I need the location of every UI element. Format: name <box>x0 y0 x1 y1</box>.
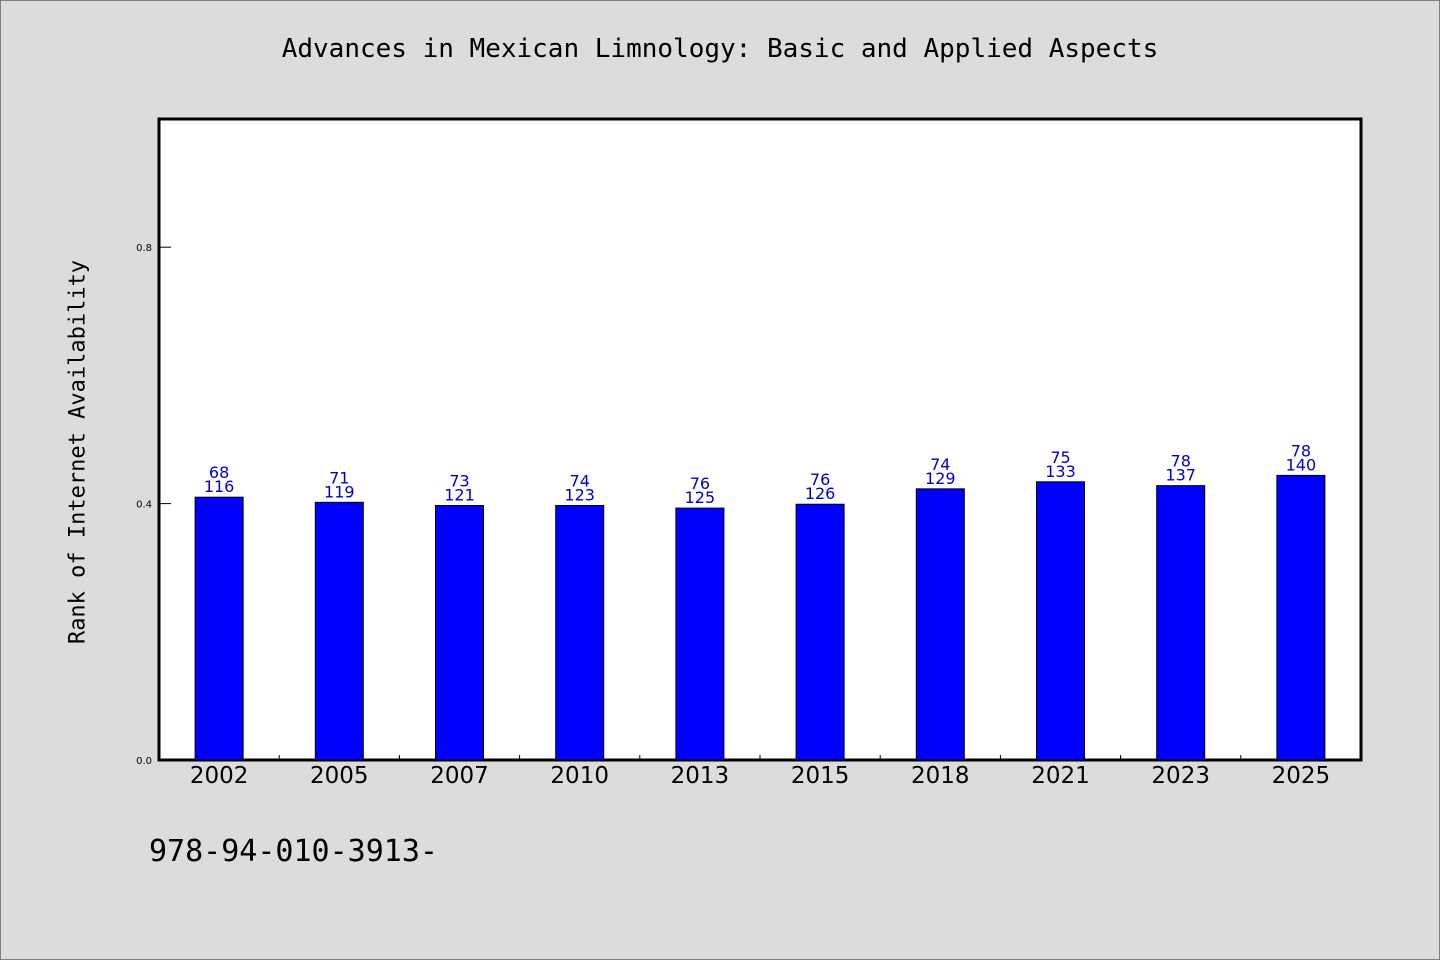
bar <box>314 501 364 761</box>
bar-label-bottom: 137 <box>1165 466 1196 485</box>
bar-label-bottom: 123 <box>564 486 595 505</box>
bar <box>1156 485 1206 761</box>
bar-label-top: 78 <box>1171 452 1191 471</box>
bar-label-top: 74 <box>930 455 950 474</box>
x-tick-label: 2015 <box>791 763 850 789</box>
bar-label-top: 75 <box>1050 448 1070 467</box>
bar <box>194 496 244 761</box>
bar-label-top: 68 <box>209 463 229 482</box>
bar-label-top: 78 <box>1291 441 1311 460</box>
bar <box>675 507 725 761</box>
bar <box>1276 474 1326 761</box>
x-tick-label: 2025 <box>1272 763 1331 789</box>
bar <box>795 503 845 761</box>
bar-label-bottom: 125 <box>685 488 716 507</box>
chart-title: Advances in Mexican Limnology: Basic and… <box>281 34 1159 64</box>
bar-label-bottom: 116 <box>204 477 235 496</box>
bar-label-bottom: 140 <box>1286 455 1317 474</box>
x-tick-label: 2005 <box>310 763 369 789</box>
x-tick-label: 2002 <box>190 763 249 789</box>
x-tick-label: 2018 <box>911 763 970 789</box>
bar-label-bottom: 133 <box>1045 462 1076 481</box>
bar <box>915 488 965 761</box>
bar-label-bottom: 129 <box>925 469 956 488</box>
bars <box>194 474 1326 761</box>
bar-label-top: 76 <box>810 470 830 489</box>
y-axis-ticks: 0.0 0.4 0.8 <box>136 243 171 767</box>
bar <box>435 505 484 761</box>
bar-label-top: 76 <box>690 474 710 493</box>
bar <box>1036 481 1085 761</box>
x-tick-label: 2010 <box>550 763 609 789</box>
y-tick-label: 0.0 <box>136 756 152 767</box>
bar-label-top: 73 <box>449 472 469 491</box>
bar <box>555 505 605 761</box>
x-tick-label: 2021 <box>1031 763 1090 789</box>
x-tick-label: 2013 <box>671 763 730 789</box>
x-axis-ticks: 2002 2005 2007 2010 2013 2015 2018 2021 2023 2025 <box>190 755 1330 789</box>
bar-label-top: 74 <box>570 472 590 491</box>
isbn-text: 978-94-010-3913- <box>149 834 438 869</box>
x-tick-label: 2007 <box>430 763 489 789</box>
x-tick-label: 2023 <box>1151 763 1210 789</box>
bar-label-bottom: 119 <box>324 482 355 501</box>
bar-label-bottom: 121 <box>444 486 475 505</box>
y-tick-label: 0.4 <box>136 500 152 511</box>
y-tick-label: 0.8 <box>136 243 152 254</box>
bar-label-top: 71 <box>329 468 349 487</box>
bar-label-bottom: 126 <box>805 484 836 503</box>
